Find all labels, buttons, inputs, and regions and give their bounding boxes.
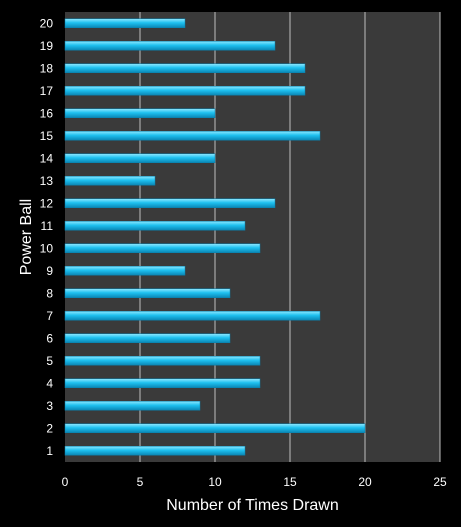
x-tick-labels: 0 5 10 15 20 25 bbox=[62, 475, 447, 489]
bar-3 bbox=[64, 401, 201, 411]
bar-5 bbox=[64, 356, 261, 366]
bar-18 bbox=[64, 63, 306, 73]
bar-19 bbox=[64, 41, 276, 51]
bar-9 bbox=[64, 266, 186, 276]
x-tick-label-5: 5 bbox=[137, 475, 144, 489]
bar-2 bbox=[64, 423, 366, 433]
y-tick-label-7: 7 bbox=[46, 309, 53, 323]
bar-17 bbox=[64, 86, 306, 96]
bars bbox=[64, 18, 366, 456]
bar-16 bbox=[64, 108, 216, 118]
y-tick-label-12: 12 bbox=[40, 196, 54, 210]
y-tick-label-1: 1 bbox=[46, 444, 53, 458]
y-tick-label-11: 11 bbox=[41, 219, 54, 233]
bar-20 bbox=[64, 18, 186, 28]
x-tick-label-25: 25 bbox=[433, 475, 447, 489]
y-tick-label-16: 16 bbox=[40, 106, 54, 120]
plot-area bbox=[65, 12, 440, 462]
bar-13 bbox=[64, 176, 156, 186]
bar-4 bbox=[64, 378, 261, 388]
bar-7 bbox=[64, 311, 321, 321]
bar-15 bbox=[64, 131, 321, 141]
x-tick-label-15: 15 bbox=[283, 475, 297, 489]
bar-1 bbox=[64, 446, 246, 456]
y-tick-label-10: 10 bbox=[40, 241, 54, 255]
y-tick-label-15: 15 bbox=[40, 129, 54, 143]
y-tick-label-8: 8 bbox=[46, 286, 53, 300]
y-tick-label-18: 18 bbox=[40, 61, 54, 75]
y-tick-label-6: 6 bbox=[46, 331, 53, 345]
x-axis-title: Number of Times Drawn bbox=[166, 497, 339, 514]
y-axis-title: Power Ball bbox=[18, 199, 35, 275]
bar-11 bbox=[64, 221, 246, 231]
y-tick-label-17: 17 bbox=[40, 84, 54, 98]
bar-6 bbox=[64, 333, 231, 343]
bar-8 bbox=[64, 288, 231, 298]
y-tick-label-14: 14 bbox=[40, 151, 54, 165]
y-tick-label-20: 20 bbox=[40, 16, 54, 30]
y-tick-label-4: 4 bbox=[46, 376, 53, 390]
y-tick-label-19: 19 bbox=[40, 39, 54, 53]
bar-14 bbox=[64, 153, 216, 163]
y-tick-label-9: 9 bbox=[46, 264, 53, 278]
bar-12 bbox=[64, 198, 276, 208]
y-tick-label-3: 3 bbox=[46, 399, 53, 413]
y-tick-label-5: 5 bbox=[46, 354, 53, 368]
x-tick-label-20: 20 bbox=[358, 475, 372, 489]
y-tick-label-2: 2 bbox=[46, 421, 53, 435]
x-tick-label-10: 10 bbox=[208, 475, 222, 489]
x-tick-label-0: 0 bbox=[62, 475, 69, 489]
bar-10 bbox=[64, 243, 261, 253]
y-tick-label-13: 13 bbox=[40, 174, 54, 188]
